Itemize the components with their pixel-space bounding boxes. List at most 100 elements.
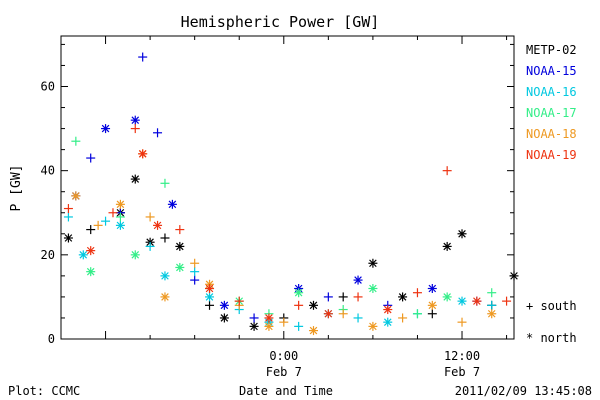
data-point-south <box>323 292 333 302</box>
data-point-south <box>427 309 437 319</box>
legend-item: NOAA-18 <box>526 127 577 141</box>
data-point-north <box>175 241 185 251</box>
data-point-north <box>115 199 125 209</box>
marker-legend-item: + south <box>526 299 577 313</box>
data-point-north <box>264 313 274 323</box>
data-point-south <box>190 258 200 268</box>
legend-item: NOAA-19 <box>526 148 577 162</box>
y-axis-label: P [GW] <box>9 165 24 212</box>
data-point-south <box>234 296 244 306</box>
x-axis-label: Date and Time <box>239 384 333 398</box>
data-point-north <box>138 149 148 159</box>
data-point-north <box>323 309 333 319</box>
data-point-south <box>294 300 304 310</box>
data-point-south <box>93 220 103 230</box>
data-point-north <box>115 220 125 230</box>
data-point-north <box>153 220 163 230</box>
data-point-north <box>308 326 318 336</box>
data-point-north <box>160 271 170 281</box>
x-tick-date-label: Feb 7 <box>444 365 480 379</box>
data-point-north <box>249 321 259 331</box>
data-point-south <box>457 317 467 327</box>
data-point-south <box>190 267 200 277</box>
legend-item: NOAA-17 <box>526 106 577 120</box>
data-point-south <box>338 292 348 302</box>
data-point-south <box>279 317 289 327</box>
data-point-south <box>353 313 363 323</box>
data-point-north <box>294 288 304 298</box>
data-point-north <box>78 250 88 260</box>
data-point-south <box>412 288 422 298</box>
data-point-south <box>101 216 111 226</box>
data-point-north <box>63 233 73 243</box>
data-point-north <box>101 124 111 134</box>
data-point-north <box>457 296 467 306</box>
data-point-north <box>205 284 215 293</box>
data-point-north <box>205 292 215 302</box>
data-point-south <box>145 212 155 222</box>
data-point-north <box>442 241 452 251</box>
data-point-south <box>442 166 452 176</box>
data-point-north <box>442 292 452 302</box>
data-point-south <box>249 313 259 323</box>
data-point-north <box>427 284 437 293</box>
data-point-south <box>130 124 140 134</box>
data-point-north <box>86 246 96 256</box>
data-point-north <box>130 250 140 260</box>
y-tick-label: 60 <box>41 80 55 94</box>
data-point-south <box>487 288 497 298</box>
data-point-north <box>509 271 519 281</box>
y-tick-label: 40 <box>41 164 55 178</box>
data-point-north <box>383 317 393 327</box>
data-point-north <box>175 262 185 272</box>
data-point-north <box>130 115 140 125</box>
marker-legend: + south * north <box>526 299 577 345</box>
legend-item: NOAA-15 <box>526 64 577 78</box>
data-point-north <box>368 284 378 293</box>
data-point-south <box>63 204 73 214</box>
data-point-south <box>175 225 185 235</box>
data-point-south <box>502 296 512 306</box>
x-tick-time-label: 0:00 <box>269 349 298 363</box>
data-point-south <box>138 52 148 62</box>
data-point-north <box>427 300 437 310</box>
data-point-south <box>108 208 118 218</box>
data-point-south <box>145 241 155 251</box>
data-point-north <box>219 300 229 310</box>
marker-legend-item: * north <box>526 331 577 345</box>
data-point-south <box>160 178 170 188</box>
y-tick-label: 0 <box>48 332 55 346</box>
legend: METP-02 NOAA-15 NOAA-16 NOAA-17 NOAA-18 NOAA-… <box>526 43 577 162</box>
data-point-north <box>130 174 140 184</box>
data-point-south <box>294 321 304 331</box>
data-point-south <box>86 225 96 235</box>
legend-item: METP-02 <box>526 43 577 57</box>
data-point-south <box>398 313 408 323</box>
data-points <box>63 52 519 336</box>
data-point-north <box>353 275 363 285</box>
data-point-north <box>457 229 467 239</box>
data-point-north <box>368 321 378 331</box>
data-point-south <box>205 300 215 310</box>
data-point-north <box>398 292 408 302</box>
y-tick-label: 20 <box>41 248 55 262</box>
data-point-south <box>86 153 96 163</box>
data-point-south <box>412 309 422 319</box>
data-point-south <box>115 212 125 222</box>
data-point-north <box>383 305 393 315</box>
data-point-north <box>86 267 96 277</box>
data-point-north <box>308 300 318 310</box>
data-point-south <box>353 292 363 302</box>
data-point-north <box>167 199 177 209</box>
data-point-north <box>472 296 482 306</box>
data-point-south <box>71 136 81 146</box>
legend-item: NOAA-16 <box>526 85 577 99</box>
data-point-south <box>153 128 163 138</box>
data-point-north <box>487 309 497 319</box>
footer-source: Plot: CCMC <box>8 384 80 398</box>
chart-title: Hemispheric Power [GW] <box>181 13 380 31</box>
x-tick-time-label: 12:00 <box>444 349 480 363</box>
data-point-north <box>160 292 170 302</box>
